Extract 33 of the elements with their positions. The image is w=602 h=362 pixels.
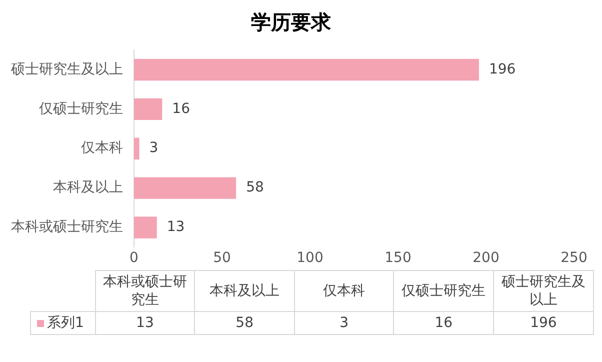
data-label: 196 (493, 312, 594, 334)
x-tick-label: 100 (296, 250, 324, 266)
chart-title: 学历要求 (251, 10, 332, 34)
y-tick-label: 本科及以上 (53, 180, 123, 196)
x-tick-label: 0 (130, 250, 138, 266)
data-label: 16 (394, 312, 494, 334)
category-label: 仅硕士研究生 (394, 270, 494, 312)
y-tick-label: 本科或硕士研究生 (11, 219, 123, 236)
y-tick-label: 硕士研究生及以上 (10, 61, 123, 78)
bar (134, 138, 140, 160)
data-label: 3 (294, 312, 394, 334)
bar (134, 98, 162, 120)
category-label: 仅本科 (294, 270, 394, 312)
data-label: 3 (149, 140, 158, 156)
data-label: 58 (246, 180, 264, 196)
data-label: 16 (172, 100, 190, 117)
data-label: 13 (95, 312, 195, 334)
data-label: 58 (194, 312, 294, 334)
x-tick-label: 250 (560, 250, 588, 266)
x-tick-label: 50 (213, 250, 231, 266)
x-tick-label: 200 (472, 250, 500, 266)
y-tick-label: 仅本科 (81, 140, 123, 156)
category-label: 本科或硕士研究生 (95, 270, 195, 312)
bar (134, 216, 157, 238)
bar (134, 58, 479, 81)
x-tick-label: 150 (384, 250, 412, 266)
bar (134, 177, 236, 199)
legend-label: 系列1 (30, 312, 96, 334)
category-label: 硕士研究生及以上 (493, 270, 594, 312)
y-tick-label: 仅硕士研究生 (39, 100, 123, 117)
data-label: 13 (166, 219, 185, 236)
category-label: 本科及以上 (194, 270, 294, 312)
data-label: 196 (488, 61, 516, 78)
